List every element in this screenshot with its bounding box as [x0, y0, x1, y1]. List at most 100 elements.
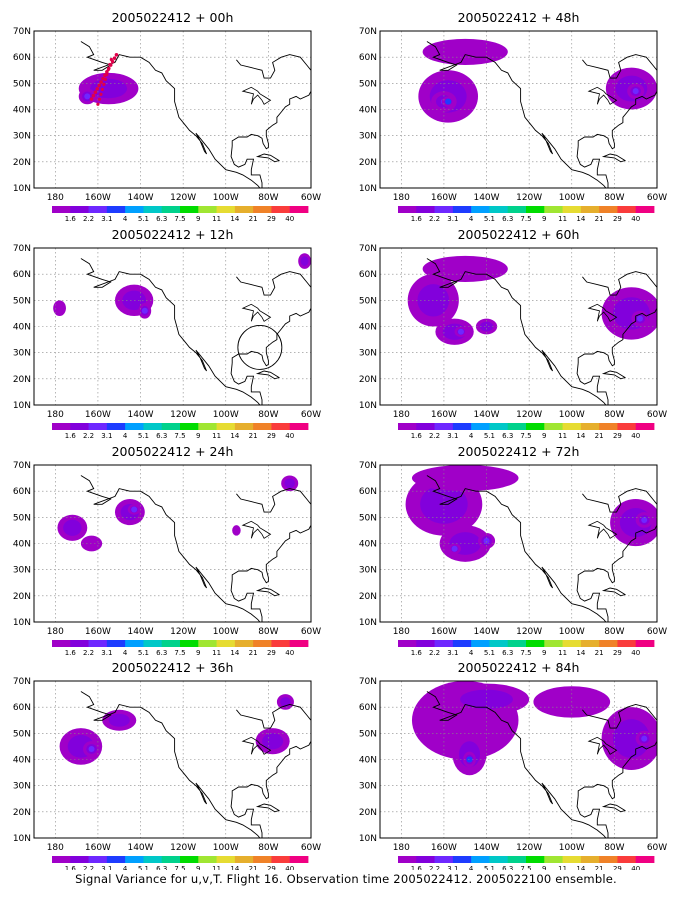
map-panel: 2005022412 + 12h 10N 20N 30N 40N 50N 60N 70N 180…	[13, 227, 321, 440]
colorbar-label: 5.1	[138, 649, 149, 657]
colorbar-label: 3.1	[447, 865, 458, 870]
lat-tick-label: 30N	[359, 349, 377, 359]
lon-tick-label: 60W	[301, 627, 321, 637]
panel-title: 2005022412 + 00h	[112, 10, 234, 25]
colorbar-label: 3.1	[101, 865, 112, 870]
lat-tick-label: 10N	[359, 834, 377, 844]
colorbar-swatch	[198, 640, 217, 647]
colorbar-swatch	[125, 856, 144, 863]
map-frame	[379, 30, 658, 189]
coastline	[426, 475, 657, 622]
colorbar-label: 21	[595, 215, 604, 223]
colorbar-swatch	[599, 206, 618, 213]
colorbar: 1.6 2.2 3.1 4 5.1 6.3 7.5 9 11 14 21 29 40	[52, 423, 309, 440]
colorbar-swatch	[452, 206, 472, 213]
variance-contour	[612, 719, 650, 759]
colorbar-label: 1.6	[65, 215, 77, 223]
lat-tick-label: 20N	[359, 592, 377, 602]
lat-tick-label: 10N	[359, 184, 377, 194]
colorbar-swatch	[562, 206, 582, 213]
colorbar-label: 11	[212, 649, 221, 657]
map-panel: 2005022412 + 72h 10N 20N 30N 40N 50N 60N 70N 180…	[359, 444, 667, 657]
variance-contour	[262, 733, 284, 750]
colorbar-swatch	[180, 856, 199, 863]
lat-tick-label: 40N	[13, 540, 31, 550]
colorbar-swatch	[471, 640, 490, 647]
colorbar-label: 9	[542, 649, 546, 657]
map-panel: 2005022412 + 36h 10N 20N 30N 40N 50N 60N 70N 180…	[13, 660, 321, 870]
lat-tick-label: 60N	[359, 487, 377, 497]
variance-contour	[232, 525, 241, 536]
lon-tick-label: 160W	[85, 193, 111, 203]
colorbar-label: 7.5	[174, 215, 185, 223]
colorbar-swatch	[580, 423, 600, 430]
colorbar-label: 6.3	[502, 215, 513, 223]
colorbar-swatch	[253, 856, 272, 863]
colorbar-label: 40	[631, 432, 640, 440]
panel-title: 2005022412 + 84h	[458, 660, 580, 675]
lat-tick-label: 70N	[13, 677, 31, 687]
map-frame	[379, 464, 658, 623]
colorbar-label: 6.3	[502, 432, 513, 440]
colorbar-swatch	[271, 640, 291, 647]
lat-tick-label: 60N	[13, 53, 31, 63]
colorbar-label: 2.2	[429, 649, 440, 657]
colorbar-label: 3.1	[101, 215, 112, 223]
lat-tick-label: 30N	[13, 132, 31, 142]
variance-contour	[300, 256, 309, 266]
colorbar-label: 29	[267, 865, 276, 870]
colorbar-label: 2.2	[83, 865, 94, 870]
lat-tick-label: 50N	[359, 513, 377, 523]
colorbar-swatch	[471, 206, 490, 213]
lat-tick-label: 70N	[359, 461, 377, 471]
colorbar-swatch	[106, 856, 126, 863]
map-frame	[379, 680, 658, 839]
colorbar-label: 21	[595, 649, 604, 657]
colorbar-swatch	[434, 206, 454, 213]
colorbar-swatch	[489, 640, 509, 647]
panel-title: 2005022412 + 60h	[458, 227, 580, 242]
colorbar-swatch	[70, 206, 89, 213]
lon-tick-label: 180	[393, 410, 410, 420]
panel-title: 2005022412 + 72h	[458, 444, 580, 459]
colorbar-label: 14	[576, 865, 585, 870]
colorbar-swatch	[398, 423, 417, 430]
lat-tick-label: 50N	[13, 296, 31, 306]
colorbar-label: 11	[558, 649, 567, 657]
variance-contour	[284, 478, 295, 489]
colorbar-swatch	[289, 640, 309, 647]
variance-contour	[141, 307, 148, 314]
lon-tick-label: 80W	[258, 193, 278, 203]
variance-contour	[460, 689, 513, 710]
variance-contour	[411, 465, 519, 492]
lon-tick-label: 140W	[473, 410, 499, 420]
colorbar-label: 7.5	[174, 649, 185, 657]
variance-contour	[422, 255, 508, 283]
lon-tick-label: 60W	[647, 193, 667, 203]
lon-tick-label: 60W	[647, 843, 667, 853]
lat-tick-label: 70N	[359, 27, 377, 37]
colorbar-label: 2.2	[83, 432, 94, 440]
lat-tick-label: 20N	[13, 375, 31, 385]
lat-tick-label: 30N	[13, 349, 31, 359]
lon-tick-label: 60W	[647, 410, 667, 420]
colorbar-swatch	[52, 423, 71, 430]
colorbar-label: 9	[196, 215, 200, 223]
colorbar-label: 7.5	[520, 865, 531, 870]
colorbar-swatch	[161, 423, 181, 430]
colorbar-label: 7.5	[520, 432, 531, 440]
lat-tick-label: 70N	[359, 677, 377, 687]
lon-tick-label: 160W	[85, 410, 111, 420]
map-panel: 2005022412 + 84h 10N 20N 30N 40N 50N 60N 70N 180…	[359, 660, 667, 870]
colorbar-label: 29	[613, 865, 622, 870]
colorbar-label: 2.2	[429, 215, 440, 223]
map-background	[34, 465, 311, 622]
lon-tick-label: 120W	[170, 410, 196, 420]
colorbar-swatch	[125, 206, 144, 213]
colorbar-label: 4	[469, 215, 474, 223]
colorbar-label: 6.3	[156, 865, 167, 870]
lat-tick-label: 50N	[359, 729, 377, 739]
colorbar-swatch	[88, 423, 108, 430]
colorbar-swatch	[526, 206, 545, 213]
lon-tick-label: 60W	[647, 627, 667, 637]
